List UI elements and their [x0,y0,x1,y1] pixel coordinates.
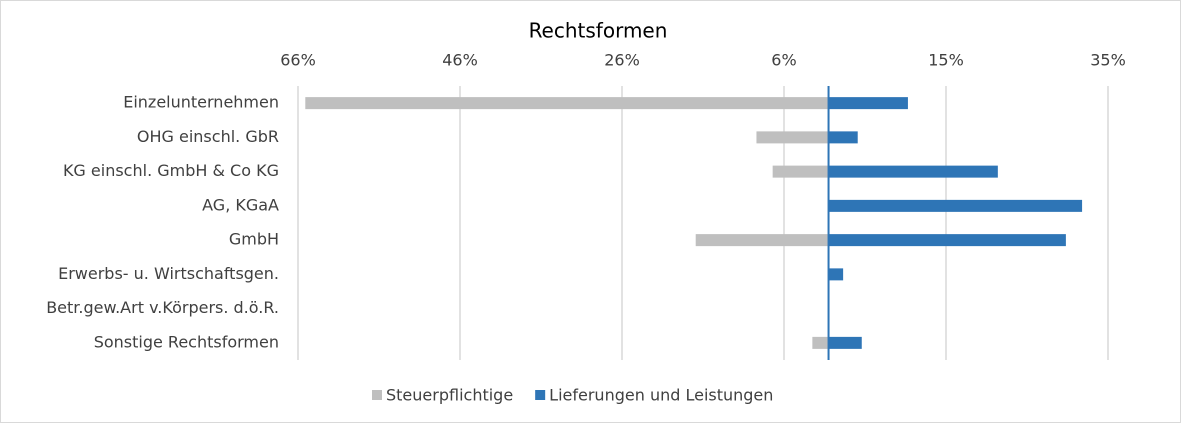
chart-title: Rechtsformen [529,19,668,43]
bar [695,234,829,247]
x-tick-label: 15% [928,51,964,70]
bar [828,97,908,110]
x-tick-label: 66% [280,51,316,70]
y-tick-label: OHG einschl. GbR [137,127,279,146]
bar [305,97,829,110]
bar [828,268,844,281]
y-tick-label: KG einschl. GmbH & Co KG [63,161,279,180]
legend-label: Steuerpflichtige [386,386,513,405]
y-tick-label: Einzelunternehmen [123,93,279,112]
y-tick-label: AG, KGaA [202,195,279,214]
bar [828,165,998,178]
bar [828,131,858,144]
legend-swatch [535,390,546,400]
x-tick-label: 35% [1090,51,1126,70]
x-tick-label: 6% [771,51,796,70]
x-tick-label: 26% [604,51,640,70]
bar [828,234,1066,247]
y-tick-label: GmbH [229,230,279,249]
bar [772,165,829,178]
bar [812,336,829,349]
bar [828,199,1083,212]
legend-swatch [372,390,382,400]
bar [756,131,829,144]
y-tick-label: Sonstige Rechtsformen [94,332,279,351]
y-tick-label: Erwerbs- u. Wirtschaftsgen. [58,264,279,283]
bar [828,336,862,349]
legend-label: Lieferungen und Leistungen [549,386,773,405]
y-tick-label: Betr.gew.Art v.Körpers. d.ö.R. [46,298,279,317]
x-tick-label: 46% [442,51,478,70]
